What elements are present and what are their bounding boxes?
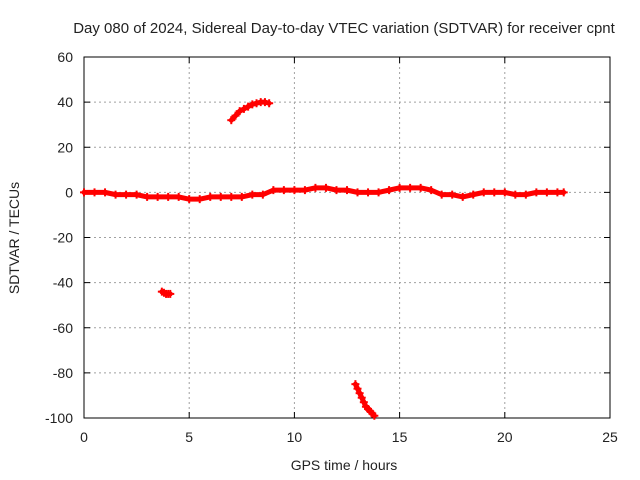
x-tick-label: 20: [497, 429, 513, 445]
y-tick-label: -60: [53, 320, 73, 336]
y-tick-label: -100: [45, 410, 73, 426]
y-tick-label: 60: [57, 49, 73, 65]
plot-frame: [83, 56, 611, 419]
chart-title: Day 080 of 2024, Sidereal Day-to-day VTE…: [73, 20, 615, 37]
x-tick-label: 25: [602, 429, 618, 445]
x-tick-label: 15: [392, 429, 408, 445]
data-points: [80, 98, 568, 420]
y-tick-label: 0: [65, 184, 73, 200]
y-tick-label: -20: [53, 230, 73, 246]
data-point-band: [262, 99, 272, 106]
data-point-band: [369, 410, 377, 419]
y-tick-label: -40: [53, 275, 73, 291]
y-tick-label: -80: [53, 365, 73, 381]
y-tick-label: 40: [57, 94, 73, 110]
axis-ticks: 0 5 10 15 20 25 -100 -80 -60 -40 -20 0 20 40 60: [45, 49, 618, 445]
y-axis-label: SDTVAR / TECUs: [6, 182, 22, 294]
y-tick-label: 20: [57, 139, 73, 155]
grid-lines: [84, 57, 610, 418]
x-axis-label: GPS time / hours: [291, 457, 398, 473]
x-tick-label: 10: [287, 429, 303, 445]
x-tick-label: 0: [80, 429, 88, 445]
x-tick-label: 5: [185, 429, 193, 445]
